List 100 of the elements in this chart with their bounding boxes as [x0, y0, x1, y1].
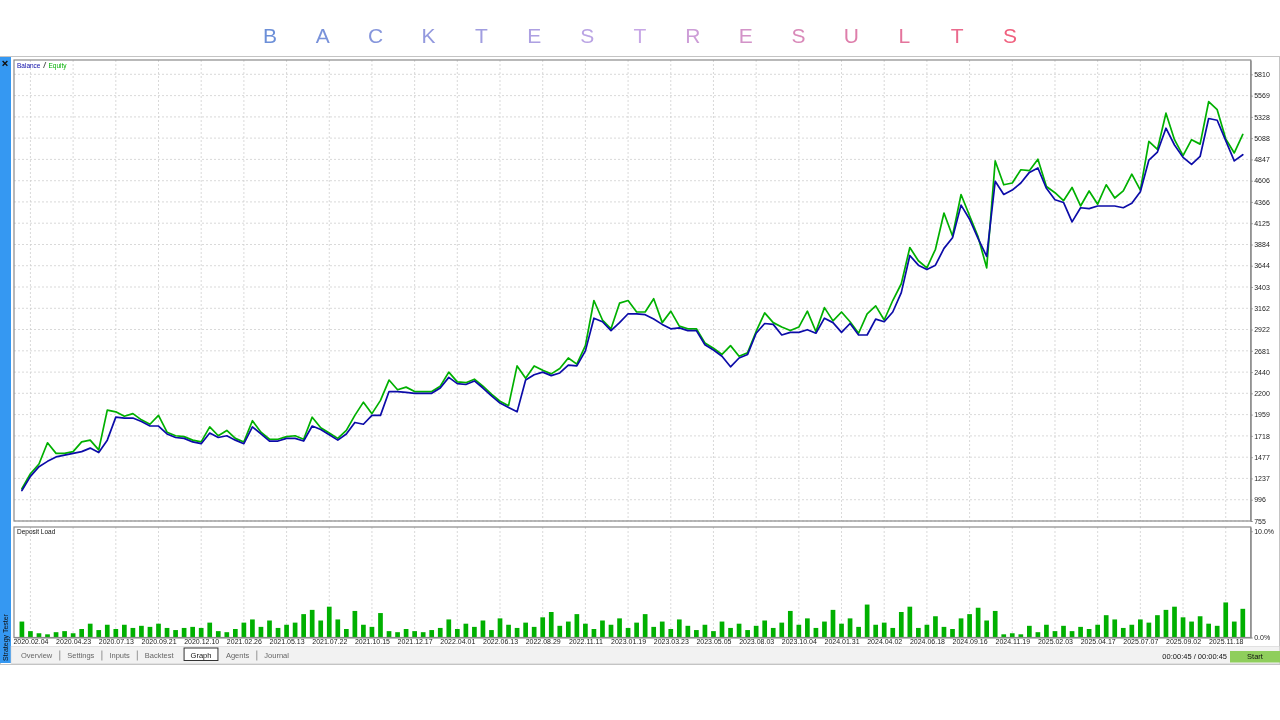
bar — [805, 618, 810, 638]
bar — [634, 622, 639, 638]
bar — [694, 630, 699, 638]
bar — [557, 625, 563, 638]
bar — [1044, 624, 1049, 638]
bar — [343, 629, 349, 638]
bar — [1112, 619, 1118, 638]
bar — [531, 626, 537, 638]
bar — [651, 626, 657, 638]
bar — [395, 632, 400, 638]
bar — [787, 610, 793, 638]
bar — [779, 622, 785, 638]
bar — [267, 620, 272, 638]
bar — [950, 629, 955, 638]
bar — [1120, 627, 1126, 638]
bar — [156, 623, 161, 638]
bar — [1231, 621, 1237, 638]
bar — [420, 632, 426, 638]
bar — [326, 606, 332, 638]
bar — [984, 620, 990, 638]
bar — [1240, 608, 1246, 638]
bar — [1223, 602, 1229, 638]
bar — [454, 629, 460, 638]
bar — [190, 626, 195, 638]
bar — [309, 609, 315, 638]
bar — [79, 629, 85, 638]
bar — [284, 624, 289, 638]
bar — [429, 630, 435, 638]
bar — [104, 624, 110, 638]
bar — [1189, 621, 1194, 638]
chart-title: B A C K T E S T R E S U L T S — [262, 24, 1018, 47]
bar — [762, 620, 768, 638]
bar — [1103, 615, 1109, 638]
bar — [45, 634, 50, 638]
bar — [1129, 624, 1135, 638]
bar — [1138, 619, 1143, 638]
bar — [28, 631, 33, 638]
bar — [1061, 625, 1066, 638]
bar — [1172, 606, 1177, 638]
bar — [881, 622, 887, 638]
bar — [898, 612, 904, 638]
bar — [437, 627, 443, 638]
bar — [1095, 624, 1101, 638]
bar — [856, 626, 861, 638]
bar — [139, 625, 144, 638]
bar — [122, 624, 127, 638]
bar — [685, 625, 691, 638]
bar — [728, 627, 733, 638]
bar — [250, 619, 255, 638]
bar — [378, 613, 383, 638]
bar — [770, 627, 776, 638]
bar — [523, 622, 528, 638]
bar — [1001, 634, 1007, 638]
bar — [173, 630, 178, 638]
bar — [361, 624, 366, 638]
bar — [1009, 633, 1015, 638]
bar — [600, 620, 605, 638]
bar — [96, 630, 102, 638]
bar — [489, 630, 494, 638]
bar — [87, 623, 93, 638]
bar — [412, 631, 417, 638]
bar — [873, 624, 879, 638]
bar — [207, 622, 213, 638]
bar — [506, 624, 511, 638]
bar — [711, 631, 716, 638]
bar — [676, 619, 682, 638]
bar — [642, 614, 648, 638]
bar — [233, 629, 238, 638]
bar — [745, 630, 750, 638]
bar — [318, 620, 324, 638]
bar — [565, 621, 571, 638]
bar — [583, 623, 588, 638]
bar — [301, 614, 306, 638]
bar — [992, 610, 998, 638]
bar — [1206, 623, 1211, 638]
bar — [839, 623, 844, 638]
bar — [668, 629, 674, 638]
bar — [659, 621, 665, 638]
bar — [907, 606, 913, 638]
bar — [335, 619, 341, 638]
bar — [1155, 615, 1160, 638]
bar — [822, 621, 827, 638]
bar — [967, 614, 972, 638]
bar — [617, 618, 622, 638]
bar — [1078, 626, 1083, 638]
bar — [916, 627, 921, 638]
bar — [446, 619, 452, 638]
bar — [472, 626, 477, 638]
bar — [933, 616, 938, 638]
bar — [224, 632, 230, 638]
bar — [113, 629, 119, 638]
bar — [215, 631, 221, 638]
bar — [1018, 634, 1024, 638]
bar — [1214, 625, 1220, 638]
bar — [548, 612, 554, 638]
bar — [198, 627, 204, 638]
bar — [540, 617, 546, 638]
bar — [890, 627, 896, 638]
bar — [1027, 625, 1032, 638]
bar — [62, 631, 67, 638]
